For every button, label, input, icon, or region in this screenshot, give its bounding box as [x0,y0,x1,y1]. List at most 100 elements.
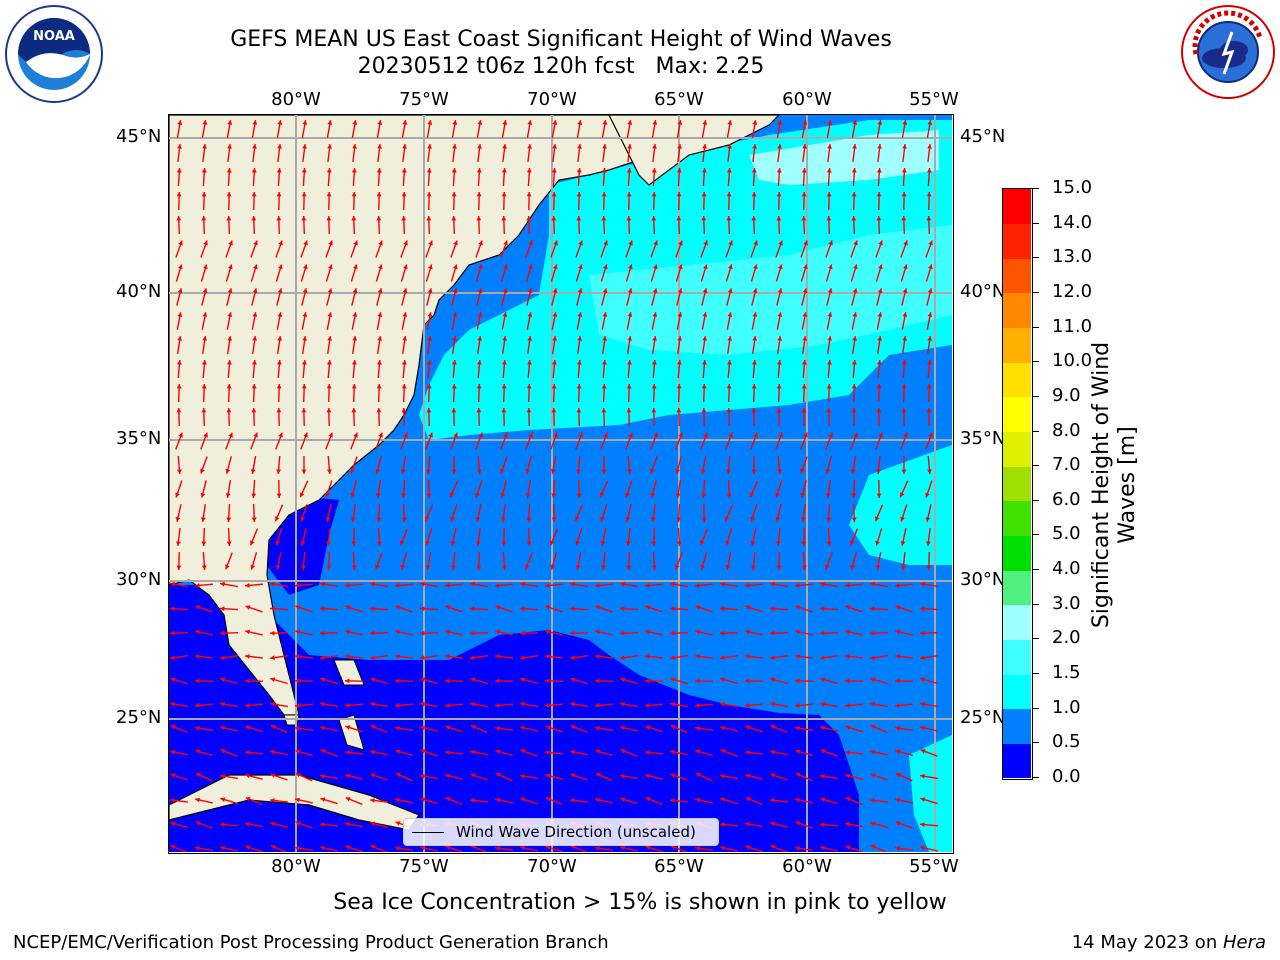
colorbar-tick-mark [1033,673,1039,675]
wave-direction-arrowhead [876,216,882,221]
wave-direction-arrowhead [327,312,333,317]
wave-direction-arrowhead [920,701,925,707]
wave-direction-arrowhead [550,540,555,546]
wave-direction-arrowhead [225,468,231,474]
wave-zone-mid-east [849,445,952,565]
wave-direction-arrowhead [545,703,550,708]
wave-direction-arrowhead [352,336,357,341]
wave-direction-arrowhead [170,701,175,707]
wave-direction-arrowhead [851,168,857,173]
wave-direction-arrowhead [845,629,850,635]
wave-direction-arrowhead [245,629,250,635]
colorbar-tick-label: 2.0 [1052,627,1081,649]
footer-date: 14 May 2023 on [1071,932,1223,953]
wave-direction-arrowhead [595,605,601,610]
wave-direction-arrowhead [752,144,757,149]
wave-direction-arrowhead [445,773,451,779]
wave-direction-arrowhead [726,216,732,221]
wave-direction-arrowhead [377,360,382,365]
wave-direction-arrowhead [728,432,733,438]
wave-direction-arrowhead [353,432,358,438]
wave-direction-arrowhead [475,517,481,522]
wave-direction-arrowhead [251,384,257,389]
wave-direction-arrowhead [801,216,807,221]
wave-direction-arrowhead [270,845,276,850]
wave-direction-arrowhead [776,408,782,413]
wave-direction-arrowhead [325,517,331,522]
wave-direction-arrowhead [345,629,350,635]
wave-direction-arrowhead [476,408,482,413]
colorbar-title-line2: Waves [m] [1115,426,1140,544]
wave-direction-arrowhead [670,725,676,730]
wave-direction-arrowhead [351,216,357,221]
wave-direction-arrowhead [251,517,257,522]
wave-direction-arrowhead [475,492,480,498]
wave-direction-arrowhead [452,144,457,149]
wave-direction-arrowhead [200,468,205,474]
wave-direction-arrowhead [370,725,376,730]
wave-direction-arrowhead [770,701,775,707]
wave-direction-arrowhead [627,288,633,294]
wave-direction-arrowhead [753,432,758,438]
wave-direction-arrowhead [778,432,783,438]
wave-direction-arrowhead [601,408,607,413]
wave-direction-arrowhead [245,678,250,684]
wave-direction-arrowhead [576,192,582,197]
wave-zone-mid-southeast [909,735,952,852]
colorbar-tick-label: 15.0 [1052,177,1093,198]
wave-direction-arrowhead [826,192,832,197]
wave-direction-arrowhead [801,517,806,522]
wave-direction-arrowhead [395,629,400,635]
wave-direction-arrowhead [852,288,858,294]
wave-direction-arrowhead [276,493,282,498]
wave-direction-arrowhead [827,288,833,294]
wave-direction-arrowhead [201,216,207,221]
wave-direction-arrowhead [451,168,457,173]
colorbar-title-line1: Significant Height of Wind [1089,341,1114,629]
wave-direction-arrowhead [900,541,906,546]
wave-direction-arrowhead [770,655,775,660]
wave-direction-arrowhead [927,144,932,149]
wave-direction-arrowhead [851,384,857,389]
wave-direction-arrowhead [350,492,356,498]
wave-direction-arrowhead [301,192,307,197]
lon-label-top: 70°W [527,89,577,110]
colorbar-tick-mark [1033,742,1039,744]
wave-direction-arrowhead [502,144,507,149]
wave-direction-arrowhead [877,120,883,125]
colorbar-tick-mark [1033,534,1039,536]
colorbar-segment [1003,604,1031,640]
wave-direction-arrowhead [827,120,833,125]
wave-direction-arrowhead [427,360,432,365]
wave-direction-arrowhead [745,703,750,708]
wave-direction-arrowhead [501,565,507,570]
wave-direction-arrowhead [545,797,551,802]
wave-direction-arrowhead [501,517,506,522]
wave-direction-arrowhead [801,565,807,570]
wave-direction-arrowhead [576,384,582,389]
wave-direction-arrowhead [850,469,856,474]
wave-direction-arrowhead [895,772,901,778]
wave-direction-arrowhead [645,725,651,730]
wave-direction-arrowhead [820,581,825,587]
wave-direction-arrowhead [420,581,425,587]
wave-direction-arrowhead [676,517,682,522]
wave-direction-arrowhead [570,677,576,682]
wave-direction-arrowhead [376,408,382,413]
wave-direction-arrowhead [403,240,408,246]
wave-direction-arrowhead [826,168,832,173]
wave-direction-arrowhead [652,288,658,294]
wave-direction-arrowhead [552,336,557,341]
wave-direction-arrowhead [645,678,650,684]
wave-direction-arrowhead [676,168,682,173]
wave-direction-arrowhead [701,517,707,522]
wave-direction-arrowhead [495,749,501,754]
wave-direction-arrowhead [477,288,483,294]
wave-direction-arrowhead [595,726,600,731]
wave-direction-arrowhead [645,583,650,588]
wave-direction-arrowhead [301,565,306,570]
wave-direction-arrowhead [802,120,808,125]
colorbar-tick-label: 14.0 [1052,211,1093,233]
wave-direction-arrowhead [552,288,558,294]
wave-direction-arrowhead [195,583,200,588]
